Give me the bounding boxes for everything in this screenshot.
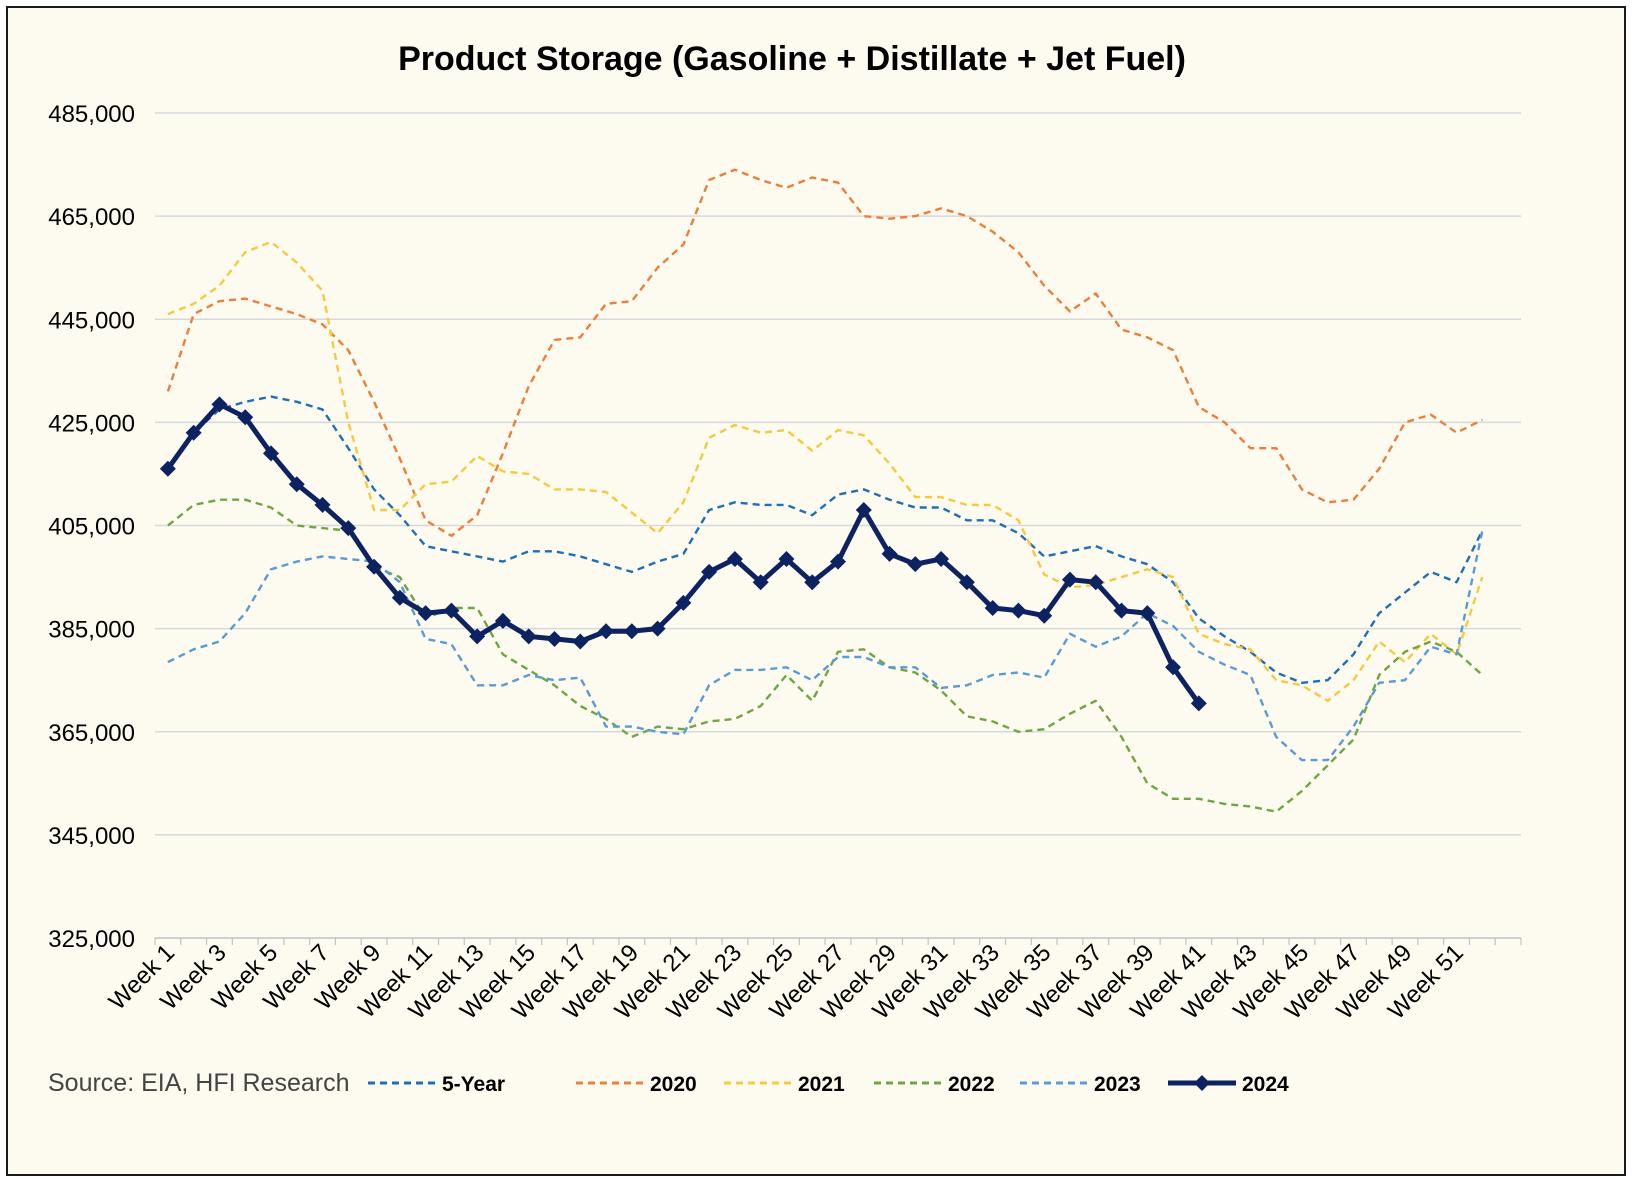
legend: Source: EIA, HFI Research 5-Year 2020 2021…: [48, 1069, 1289, 1097]
series-line: [167, 498, 1484, 813]
product-storage-chart: Product Storage (Gasoline + Distillate +…: [48, 40, 1522, 1097]
legend-label: 2020: [650, 1073, 697, 1096]
data-point: [855, 502, 872, 519]
y-tick-label: 465,000: [48, 204, 135, 231]
data-point: [237, 409, 254, 426]
y-tick-label: 445,000: [48, 307, 135, 334]
gridlines: [155, 112, 1521, 836]
data-point: [1113, 602, 1130, 619]
data-point: [649, 620, 666, 637]
data-point: [984, 600, 1001, 616]
series-line: [166, 395, 1484, 684]
legend-label: 5-Year: [442, 1073, 505, 1096]
data-point: [1165, 659, 1182, 676]
series-layer: [159, 168, 1484, 813]
legend-item-2022: 2022: [874, 1073, 995, 1096]
data-point: [778, 551, 795, 568]
y-axis: 325,000 345,000 365,000 385,000 405,000 425,0…: [48, 101, 135, 953]
series-line: [166, 168, 1483, 537]
series-2024: [159, 396, 1207, 712]
data-point: [1061, 571, 1078, 588]
data-point: [598, 623, 615, 640]
legend-item-2020: 2020: [576, 1073, 697, 1096]
data-point: [804, 574, 821, 591]
data-point: [366, 558, 383, 575]
data-point: [546, 630, 563, 647]
data-point: [340, 520, 357, 537]
data-point: [1036, 607, 1053, 624]
data-point: [958, 574, 975, 591]
data-point: [752, 574, 769, 591]
series-2020: [166, 168, 1483, 537]
data-point: [907, 556, 924, 573]
data-point: [572, 633, 589, 650]
legend-item-2021: 2021: [724, 1073, 845, 1096]
data-point: [830, 553, 846, 570]
series-line: [167, 240, 1484, 702]
data-point: [520, 628, 537, 645]
data-point: [159, 460, 176, 477]
data-point: [288, 476, 305, 493]
data-point: [726, 551, 743, 568]
data-point: [623, 623, 640, 640]
y-tick-label: 405,000: [48, 514, 135, 541]
data-point: [262, 445, 279, 462]
data-point: [1010, 602, 1027, 619]
data-point: [314, 496, 331, 513]
series-2023: [167, 530, 1484, 762]
data-point: [675, 594, 692, 611]
legend-item-5-year: 5-Year: [368, 1073, 505, 1096]
chart-title: Product Storage (Gasoline + Distillate +…: [398, 40, 1186, 78]
data-point: [1087, 574, 1104, 591]
series-2022: [167, 498, 1484, 813]
legend-label: 2022: [948, 1073, 995, 1096]
series-5-year: [166, 395, 1484, 684]
data-point: [469, 628, 486, 645]
data-point: [443, 602, 460, 619]
legend-label: 2023: [1094, 1073, 1141, 1096]
y-tick-label: 365,000: [48, 720, 135, 747]
data-point: [391, 589, 408, 606]
data-point: [701, 563, 718, 580]
y-tick-label: 325,000: [48, 926, 135, 953]
data-point: [211, 396, 228, 413]
series-2021: [167, 240, 1484, 702]
source-note: Source: EIA, HFI Research: [48, 1069, 350, 1097]
data-point: [185, 424, 202, 441]
y-tick-label: 425,000: [48, 410, 135, 437]
data-point: [933, 551, 950, 568]
data-point: [417, 605, 434, 622]
legend-item-2023: 2023: [1020, 1073, 1141, 1096]
chart-frame: Product Storage (Gasoline + Distillate +…: [6, 6, 1626, 1176]
legend-label: 2021: [798, 1073, 845, 1096]
legend-item-2024: 2024: [1168, 1073, 1289, 1096]
data-point: [881, 545, 898, 562]
y-tick-label: 345,000: [48, 823, 135, 850]
data-point: [1139, 605, 1156, 622]
legend-marker: [1194, 1075, 1210, 1091]
y-tick-label: 385,000: [48, 617, 135, 644]
legend-label: 2024: [1242, 1073, 1289, 1096]
series-line: [167, 530, 1484, 762]
y-tick-label: 485,000: [48, 101, 135, 128]
data-point: [1190, 695, 1207, 712]
data-point: [494, 612, 511, 629]
